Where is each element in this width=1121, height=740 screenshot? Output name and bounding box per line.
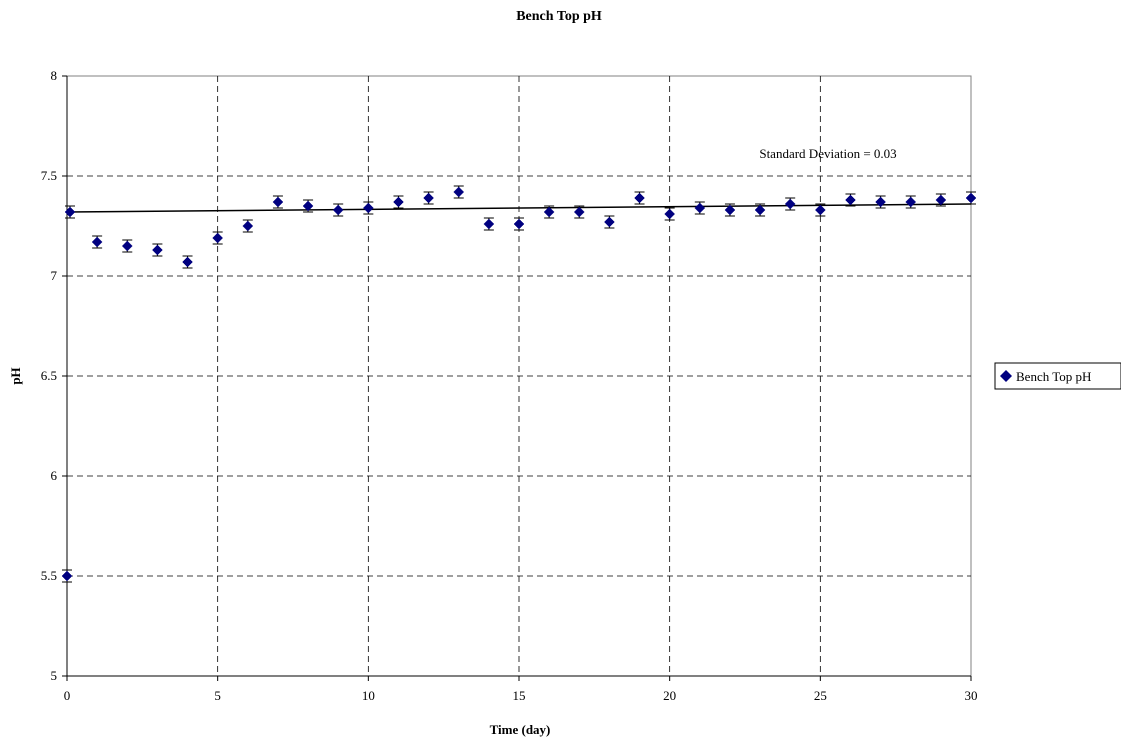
- x-tick-label: 30: [965, 688, 978, 703]
- data-point: [393, 196, 404, 208]
- y-axis-title: pH: [8, 367, 23, 384]
- data-point: [61, 570, 73, 582]
- x-axis-title: Time (day): [490, 722, 551, 737]
- y-tick-label: 5: [51, 668, 58, 683]
- data-point: [332, 204, 344, 216]
- data-point: [754, 204, 766, 216]
- data-point: [272, 196, 284, 208]
- x-tick-label: 15: [513, 688, 526, 703]
- data-point: [905, 196, 917, 208]
- legend-label: Bench Top pH: [1016, 369, 1091, 384]
- std-dev-annotation: Standard Deviation = 0.03: [759, 146, 896, 161]
- legend-box: [994, 362, 1121, 390]
- x-tick-labels: 0 5 10 15 20 25 30: [64, 688, 978, 703]
- legend: Bench Top pH: [994, 362, 1121, 390]
- data-point: [664, 208, 676, 220]
- y-tick-label: 6.5: [41, 368, 57, 383]
- y-tick-label: 8: [51, 68, 58, 83]
- data-point: [814, 204, 826, 216]
- data-point: [64, 206, 76, 218]
- y-tick-label: 5.5: [41, 568, 57, 583]
- data-point: [212, 232, 224, 244]
- data-point: [604, 216, 615, 228]
- data-point: [634, 192, 645, 204]
- data-point: [121, 240, 133, 252]
- y-tick-label: 7.5: [41, 168, 57, 183]
- data-point: [152, 244, 163, 256]
- y-tick-labels: 5 5.5 6 6.5 7 7.5 8: [41, 68, 58, 683]
- data-point: [242, 220, 254, 232]
- data-points: [61, 186, 977, 582]
- data-point: [845, 194, 856, 206]
- data-point: [965, 192, 977, 204]
- x-tick-label: 0: [64, 688, 71, 703]
- data-point: [573, 206, 585, 218]
- data-point: [302, 200, 314, 212]
- data-point: [875, 196, 886, 208]
- x-tick-label: 20: [663, 688, 676, 703]
- data-point: [453, 186, 465, 198]
- data-point: [423, 192, 434, 204]
- y-tick-label: 7: [51, 268, 58, 283]
- data-point: [543, 206, 555, 218]
- data-point: [91, 236, 103, 248]
- data-point: [362, 202, 374, 214]
- x-tick-label: 25: [814, 688, 827, 703]
- y-tick-label: 6: [51, 468, 58, 483]
- x-tick-label: 10: [362, 688, 375, 703]
- data-point: [935, 194, 947, 206]
- data-point: [483, 218, 495, 230]
- data-point: [784, 198, 796, 210]
- data-point: [724, 204, 736, 216]
- legend-marker-icon: [1000, 370, 1012, 382]
- chart-title: Bench Top pH: [516, 9, 602, 24]
- data-point: [182, 256, 193, 268]
- x-tick-label: 5: [214, 688, 221, 703]
- data-point: [513, 218, 525, 230]
- gridlines: [67, 76, 971, 676]
- data-point: [694, 202, 706, 214]
